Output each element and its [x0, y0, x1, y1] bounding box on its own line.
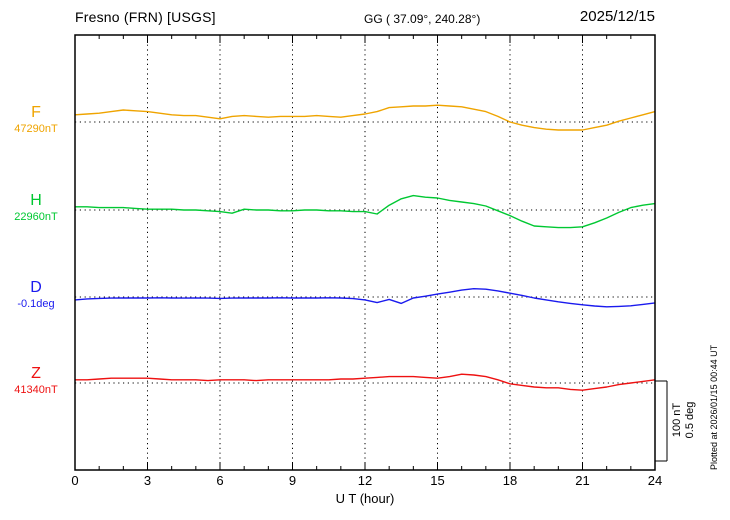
station-coordinates: GG ( 37.09°, 240.28°) [364, 12, 481, 26]
series-label-D: D -0.1deg [0, 279, 72, 311]
x-tick-label: 3 [143, 473, 152, 488]
x-tick-label: 21 [575, 473, 590, 488]
trace-letter-H: H [30, 192, 42, 209]
trace-baseline-F: 47290nT [14, 123, 58, 135]
x-tick-label: 18 [502, 473, 518, 488]
trace-letter-F: F [31, 104, 41, 121]
station-title: Fresno (FRN) [USGS] [75, 9, 216, 25]
scale-label-nt: 100 nT [671, 402, 683, 438]
series-label-F: F 47290nT [0, 104, 72, 136]
series-label-H: H 22960nT [0, 192, 72, 224]
x-tick-label: 12 [357, 473, 373, 488]
trace-baseline-D: -0.1deg [17, 298, 55, 310]
x-tick-label: 24 [647, 473, 663, 488]
scale-label-deg: 0.5 deg [684, 401, 696, 439]
scale-bar-labels: 100 nT 0.5 deg [671, 379, 697, 461]
trace-letter-Z: Z [31, 365, 41, 382]
trace-baseline-Z: 41340nT [14, 384, 58, 396]
x-tick-label: 15 [430, 473, 445, 488]
x-tick-label: 9 [288, 473, 297, 488]
trace-letter-D: D [30, 279, 42, 296]
x-axis-title: U T (hour) [335, 491, 395, 506]
plot-date: 2025/12/15 [579, 8, 655, 25]
trace-baseline-H: 22960nT [14, 211, 58, 223]
series-label-Z: Z 41340nT [0, 365, 72, 397]
x-tick-label: 6 [216, 473, 224, 488]
plotted-at-note: Plotted at 2026/01/15 00:44 UT [709, 344, 719, 470]
x-tick-label: 0 [71, 473, 79, 488]
